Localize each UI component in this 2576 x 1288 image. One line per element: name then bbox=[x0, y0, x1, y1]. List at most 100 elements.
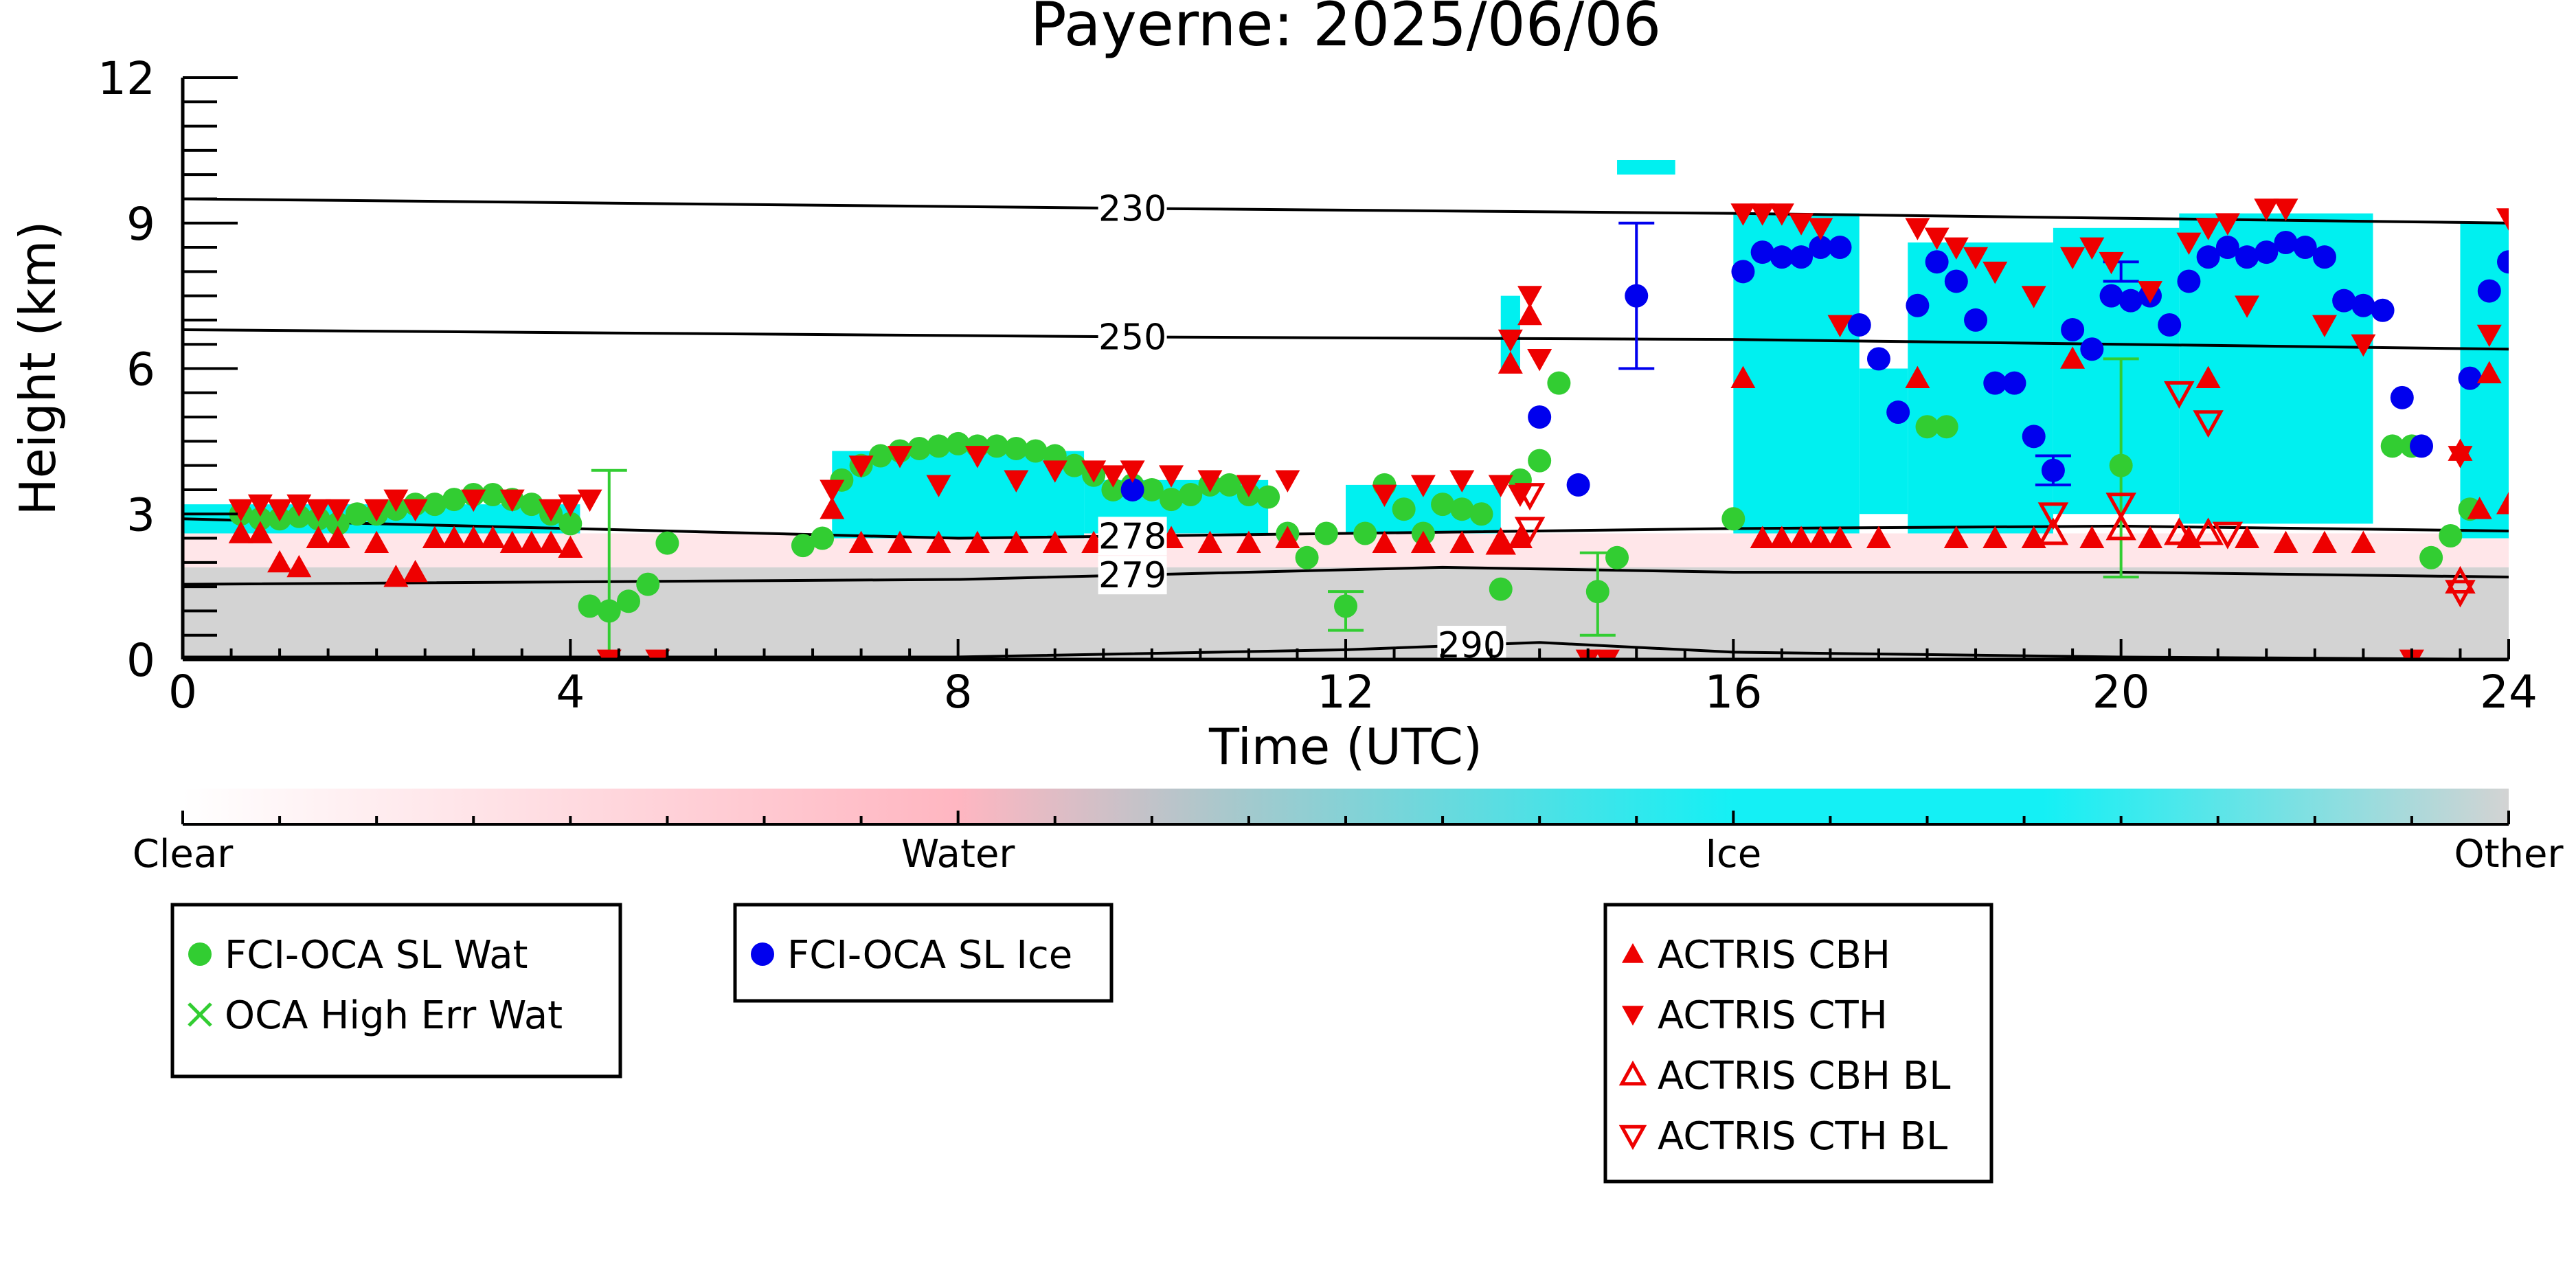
point-fci-oca-sl-wat-11 bbox=[442, 488, 466, 512]
point-fci-oca-sl-ice-27 bbox=[2177, 269, 2201, 293]
isotherm-label-bg-230 bbox=[1098, 189, 1167, 228]
point-actris-cbh-52 bbox=[2195, 365, 2221, 389]
point-fci-oca-sl-wat-71 bbox=[2419, 545, 2443, 569]
point-actris-cbh-32 bbox=[1449, 530, 1475, 553]
point-fci-oca-sl-ice-9 bbox=[1828, 236, 1852, 260]
colorbar-ticks bbox=[181, 811, 2510, 824]
y-tick-label-6: 6 bbox=[126, 343, 155, 396]
ice-classification-layer bbox=[183, 159, 2509, 539]
point-fci-oca-sl-ice-24 bbox=[2119, 289, 2143, 313]
point-fci-oca-sl-ice-38 bbox=[2390, 385, 2414, 409]
point-fci-oca-sl-wat-31 bbox=[946, 431, 970, 455]
point-actris-cbh-56 bbox=[2351, 530, 2376, 553]
point-actris-cbh-42 bbox=[1827, 526, 1853, 548]
point-actris-cth-41 bbox=[1750, 203, 1775, 226]
point-actris-cth-5 bbox=[325, 499, 350, 522]
ice-region-5 bbox=[1617, 159, 1675, 175]
point-actris-cbh-55 bbox=[2312, 530, 2337, 553]
y-axis-label: Height (km) bbox=[9, 221, 67, 516]
point-fci-oca-sl-ice-10 bbox=[1847, 313, 1871, 337]
point-fci-oca-sl-ice-17 bbox=[1983, 371, 2007, 395]
point-actris-cbh-13 bbox=[499, 530, 525, 553]
point-actris-cth-20 bbox=[964, 446, 990, 468]
point-actris-cbh-37 bbox=[1730, 365, 1756, 389]
point-actris-cth-63 bbox=[2351, 334, 2376, 357]
point-actris-cbh-10 bbox=[442, 526, 467, 548]
point-fci-oca-sl-wat-43 bbox=[1179, 483, 1203, 507]
point-actris-cbh-5 bbox=[325, 526, 350, 548]
point-actris-cth-57 bbox=[2195, 218, 2221, 240]
point-fci-oca-sl-ice-2 bbox=[1566, 473, 1590, 497]
point-fci-oca-sl-ice-8 bbox=[1809, 236, 1833, 260]
point-actris-cbh-1 bbox=[247, 521, 273, 543]
point-actris-cth-17 bbox=[848, 455, 874, 478]
point-actris-cth-56 bbox=[2176, 232, 2202, 255]
plot-area bbox=[183, 159, 2509, 659]
legend-frame-1 bbox=[733, 903, 1114, 1003]
point-fci-oca-sl-ice-29 bbox=[2215, 236, 2239, 260]
point-actris-cbh-17 bbox=[820, 497, 845, 519]
point-actris-cth-27 bbox=[1197, 470, 1223, 493]
point-fci-oca-sl-ice-26 bbox=[2158, 313, 2182, 337]
point-actris-cbh-3 bbox=[286, 554, 312, 578]
point-actris-cth-29 bbox=[1275, 470, 1300, 493]
point-actris-cth-52 bbox=[2060, 247, 2086, 270]
point-actris-cth-42 bbox=[1769, 203, 1794, 226]
point-actris-cbh-22 bbox=[1004, 530, 1029, 553]
point-fci-oca-sl-wat-34 bbox=[1004, 436, 1028, 460]
point-actris-cbh-bl-4 bbox=[2193, 517, 2224, 545]
point-fci-oca-sl-ice-34 bbox=[2312, 245, 2336, 269]
point-fci-oca-sl-wat-30 bbox=[927, 434, 951, 458]
x-tick-label-24: 24 bbox=[2480, 666, 2538, 719]
x-tick-label-0: 0 bbox=[168, 666, 197, 719]
point-actris-cth-8 bbox=[403, 499, 428, 522]
legend-1: FCI-OCA SL Ice bbox=[733, 903, 1114, 1003]
point-fci-oca-sl-wat-39 bbox=[1101, 477, 1125, 501]
point-actris-cth-14 bbox=[596, 649, 622, 659]
point-actris-cbh-36 bbox=[1517, 302, 1543, 326]
isotherm-label-bg-250 bbox=[1098, 317, 1167, 357]
point-fci-oca-sl-wat-35 bbox=[1024, 439, 1048, 463]
point-actris-cbh-44 bbox=[1905, 365, 1930, 389]
isotherm-label-279: 279 bbox=[1098, 555, 1166, 596]
point-fci-oca-sl-wat-17 bbox=[558, 512, 583, 536]
classification-colorbar: Clear Water Ice Other bbox=[133, 789, 2564, 877]
point-actris-cth-49 bbox=[1963, 247, 1989, 270]
point-actris-cth-15 bbox=[645, 649, 670, 659]
point-actris-cbh-31 bbox=[1410, 530, 1436, 553]
point-actris-cbh-46 bbox=[1982, 526, 2008, 548]
legend-label-actris-cbh-bl: ACTRIS CBH BL bbox=[1658, 1054, 1950, 1098]
point-fci-oca-sl-wat-6 bbox=[345, 502, 369, 526]
point-actris-cth-18 bbox=[888, 446, 913, 468]
point-actris-cbh-21 bbox=[964, 530, 990, 553]
x-tick-label-16: 16 bbox=[1704, 666, 1762, 719]
point-fci-oca-sl-wat-56 bbox=[1431, 493, 1455, 517]
point-fci-oca-sl-wat-18 bbox=[578, 594, 602, 618]
legend-marker-actris-cth-bl bbox=[1618, 1125, 1647, 1151]
point-actris-cth-10 bbox=[499, 489, 525, 512]
point-fci-oca-sl-ice-3 bbox=[1625, 284, 1649, 308]
point-fci-oca-sl-ice-39 bbox=[2410, 434, 2434, 458]
colorbar-label-other: Other bbox=[2454, 832, 2564, 877]
point-actris-cbh-59 bbox=[2476, 361, 2502, 383]
point-fci-oca-sl-wat-22 bbox=[655, 531, 679, 555]
point-actris-cth-bl-1 bbox=[1514, 517, 1546, 545]
point-fci-oca-sl-wat-47 bbox=[1256, 485, 1280, 509]
point-actris-cth-1 bbox=[247, 494, 273, 517]
point-fci-oca-sl-wat-64 bbox=[1605, 545, 1629, 569]
point-actris-cth-66 bbox=[2496, 208, 2509, 231]
point-fci-oca-sl-wat-41 bbox=[1140, 477, 1164, 501]
legend-marker-oca-high-err-wat-stroke-b bbox=[188, 1002, 212, 1027]
point-actris-cth-43 bbox=[1789, 213, 1814, 236]
point-fci-oca-sl-wat-72 bbox=[2439, 524, 2463, 548]
point-actris-cth-13 bbox=[577, 489, 602, 512]
legend-marker-fci-oca-sl-wat bbox=[188, 942, 212, 966]
point-fci-oca-sl-ice-0 bbox=[1120, 477, 1144, 501]
point-actris-cth-3 bbox=[286, 494, 312, 517]
point-fci-oca-sl-wat-33 bbox=[985, 434, 1009, 458]
point-fci-oca-sl-ice-42 bbox=[2497, 250, 2509, 274]
y-ticks: 0 3 6 9 12 bbox=[98, 52, 238, 687]
point-fci-oca-sl-wat-42 bbox=[1160, 488, 1184, 512]
point-actris-cbh-20 bbox=[926, 530, 951, 553]
point-fci-oca-sl-ice-28 bbox=[2196, 245, 2220, 269]
